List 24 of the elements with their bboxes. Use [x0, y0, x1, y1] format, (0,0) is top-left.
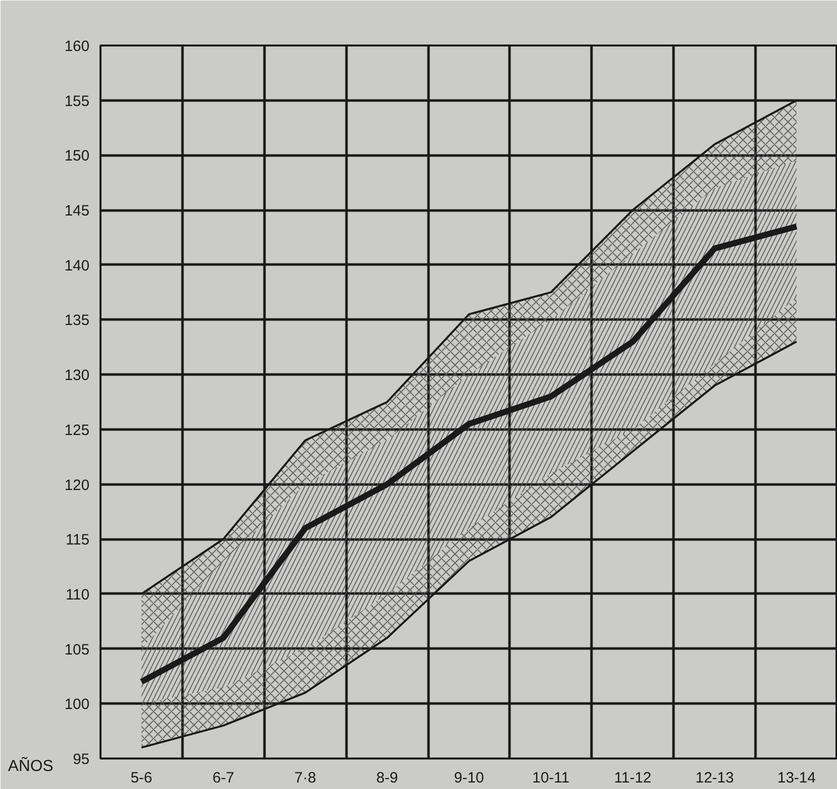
y-tick-label: 150	[64, 148, 90, 165]
x-tick-label: 5-6	[130, 770, 152, 786]
y-tick-label: 110	[66, 586, 90, 604]
y-tick-label: 120	[64, 476, 90, 494]
y-tick-label: 145	[64, 202, 90, 220]
x-tick-label: 7·8	[294, 770, 316, 786]
x-tick-label: 11-12	[614, 770, 652, 786]
y-tick-label: 125	[64, 422, 90, 439]
x-tick-label: 6-7	[212, 770, 234, 786]
x-tick-label: 10-11	[532, 770, 570, 786]
y-tick-label: 135	[64, 312, 90, 330]
y-tick-label: 155	[64, 92, 90, 110]
y-tick-label: 130	[64, 367, 90, 384]
y-tick-label: 105	[64, 641, 90, 658]
y-tick-label: 115	[66, 532, 90, 549]
x-tick-label: 12-13	[695, 770, 734, 786]
x-tick-label: 13-14	[777, 770, 816, 786]
y-tick-label: 160	[64, 38, 90, 55]
y-tick-label: 140	[64, 257, 90, 274]
x-axis-title: AÑOS	[8, 756, 54, 777]
x-tick-label: 8-9	[376, 770, 398, 786]
y-tick-label: 95	[72, 751, 90, 768]
y-tick-label: 100	[64, 696, 90, 714]
x-tick-label: 9-10	[454, 770, 484, 786]
